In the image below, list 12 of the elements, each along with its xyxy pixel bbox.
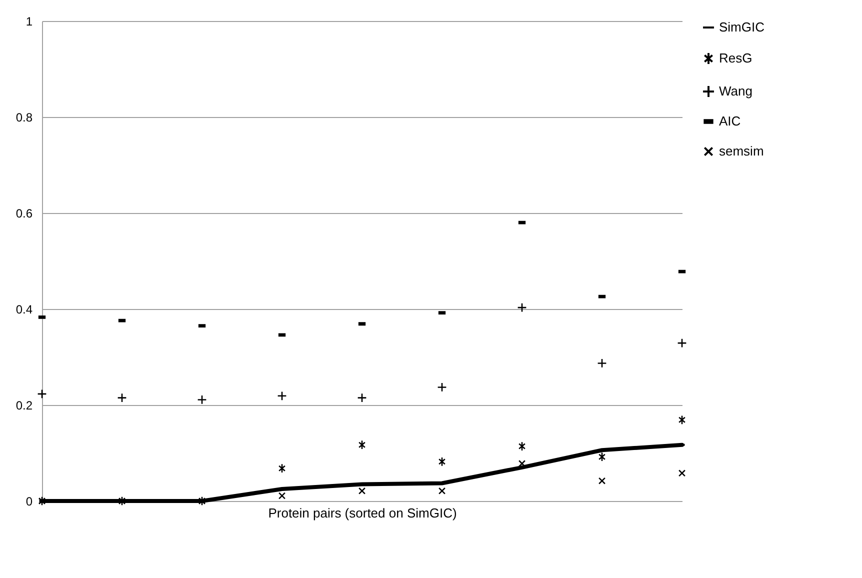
legend-label: SimGIC bbox=[719, 20, 764, 34]
legend-label: Wang bbox=[719, 84, 752, 98]
y-tick-label: 0.6 bbox=[16, 206, 33, 220]
legend-label: AIC bbox=[719, 114, 741, 128]
y-tick-label: 1 bbox=[26, 14, 33, 28]
x-axis-title: Protein pairs (sorted on SimGIC) bbox=[268, 506, 457, 520]
y-tick-label: 0.4 bbox=[16, 302, 33, 316]
legend-label: ResG bbox=[719, 50, 752, 66]
y-tick-label: 0.2 bbox=[16, 398, 33, 412]
legend-label: semsim bbox=[719, 144, 764, 158]
y-tick-label: 0 bbox=[26, 494, 33, 508]
y-tick-label: 0.8 bbox=[16, 110, 33, 124]
